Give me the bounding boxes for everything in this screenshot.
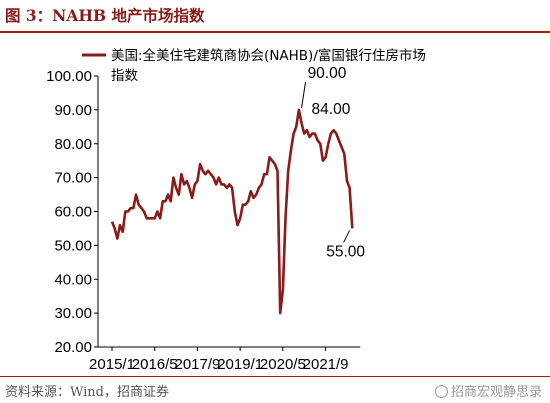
legend-label-continued: 指数 xyxy=(111,68,138,84)
annotation-label: 90.00 xyxy=(308,65,347,82)
y-tick-label: 90.00 xyxy=(54,102,92,119)
y-tick-label: 50.00 xyxy=(54,237,92,254)
y-tick-label: 100.00 xyxy=(46,68,92,85)
x-tick-label: 2015/1 xyxy=(89,356,135,373)
annotation-label: 84.00 xyxy=(312,101,351,118)
y-tick-label: 80.00 xyxy=(54,136,92,153)
y-tick-label: 40.00 xyxy=(54,271,92,288)
x-tick-label: 2020/5 xyxy=(260,356,306,373)
watermark: 招商宏观静思录 xyxy=(434,381,542,400)
wechat-icon xyxy=(434,385,448,398)
bottom-rule xyxy=(0,376,550,377)
legend: 美国:全美住宅建筑商协会(NAHB)/富国银行住房市场 指数 xyxy=(82,47,426,84)
figure-title: 图 3：NAHB 地产市场指数 xyxy=(5,6,205,25)
source-note: 资料来源：Wind，招商证券 xyxy=(5,385,169,400)
x-tick-label: 2021/9 xyxy=(303,356,349,373)
y-tick-label: 70.00 xyxy=(54,170,92,187)
y-tick-label: 20.00 xyxy=(54,339,92,356)
x-tick-label: 2016/5 xyxy=(132,356,178,373)
title-rule xyxy=(0,31,550,33)
annotation-layer: 90.00 84.00 55.00 xyxy=(301,65,365,260)
annotation-leader xyxy=(301,81,307,108)
y-tick-label: 60.00 xyxy=(54,204,92,221)
series-line xyxy=(110,108,354,315)
annotation-leader xyxy=(343,230,351,243)
series-layer xyxy=(110,108,354,315)
legend-label: 美国:全美住宅建筑商协会(NAHB)/富国银行住房市场 xyxy=(111,47,426,64)
x-tick-label: 2019/1 xyxy=(217,356,263,373)
y-tick-label: 30.00 xyxy=(54,305,92,322)
x-tick-label: 2017/9 xyxy=(174,356,220,373)
watermark-text: 招商宏观静思录 xyxy=(450,385,542,400)
y-axis: 20.00 30.00 40.00 50.00 60.00 70.00 80.00 90.00… xyxy=(46,68,99,356)
annotation-label: 55.00 xyxy=(326,243,365,260)
